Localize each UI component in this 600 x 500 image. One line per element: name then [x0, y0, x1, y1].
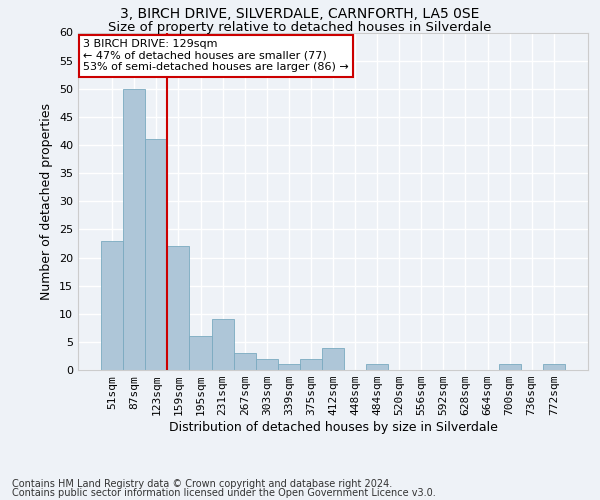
Bar: [101, 240, 123, 370]
Bar: [233, 353, 256, 370]
Y-axis label: Number of detached properties: Number of detached properties: [40, 103, 53, 300]
Bar: [300, 359, 322, 370]
Text: 3, BIRCH DRIVE, SILVERDALE, CARNFORTH, LA5 0SE: 3, BIRCH DRIVE, SILVERDALE, CARNFORTH, L…: [121, 8, 479, 22]
Text: Contains public sector information licensed under the Open Government Licence v3: Contains public sector information licen…: [12, 488, 436, 498]
Bar: [212, 320, 233, 370]
Bar: [123, 89, 145, 370]
Bar: [167, 246, 190, 370]
Text: Contains HM Land Registry data © Crown copyright and database right 2024.: Contains HM Land Registry data © Crown c…: [12, 479, 392, 489]
Bar: [499, 364, 521, 370]
Bar: [190, 336, 212, 370]
Bar: [366, 364, 388, 370]
Bar: [543, 364, 565, 370]
Text: 3 BIRCH DRIVE: 129sqm
← 47% of detached houses are smaller (77)
53% of semi-deta: 3 BIRCH DRIVE: 129sqm ← 47% of detached …: [83, 40, 349, 72]
Bar: [256, 359, 278, 370]
Bar: [145, 140, 167, 370]
Bar: [322, 348, 344, 370]
Bar: [278, 364, 300, 370]
X-axis label: Distribution of detached houses by size in Silverdale: Distribution of detached houses by size …: [169, 421, 497, 434]
Text: Size of property relative to detached houses in Silverdale: Size of property relative to detached ho…: [109, 21, 491, 34]
